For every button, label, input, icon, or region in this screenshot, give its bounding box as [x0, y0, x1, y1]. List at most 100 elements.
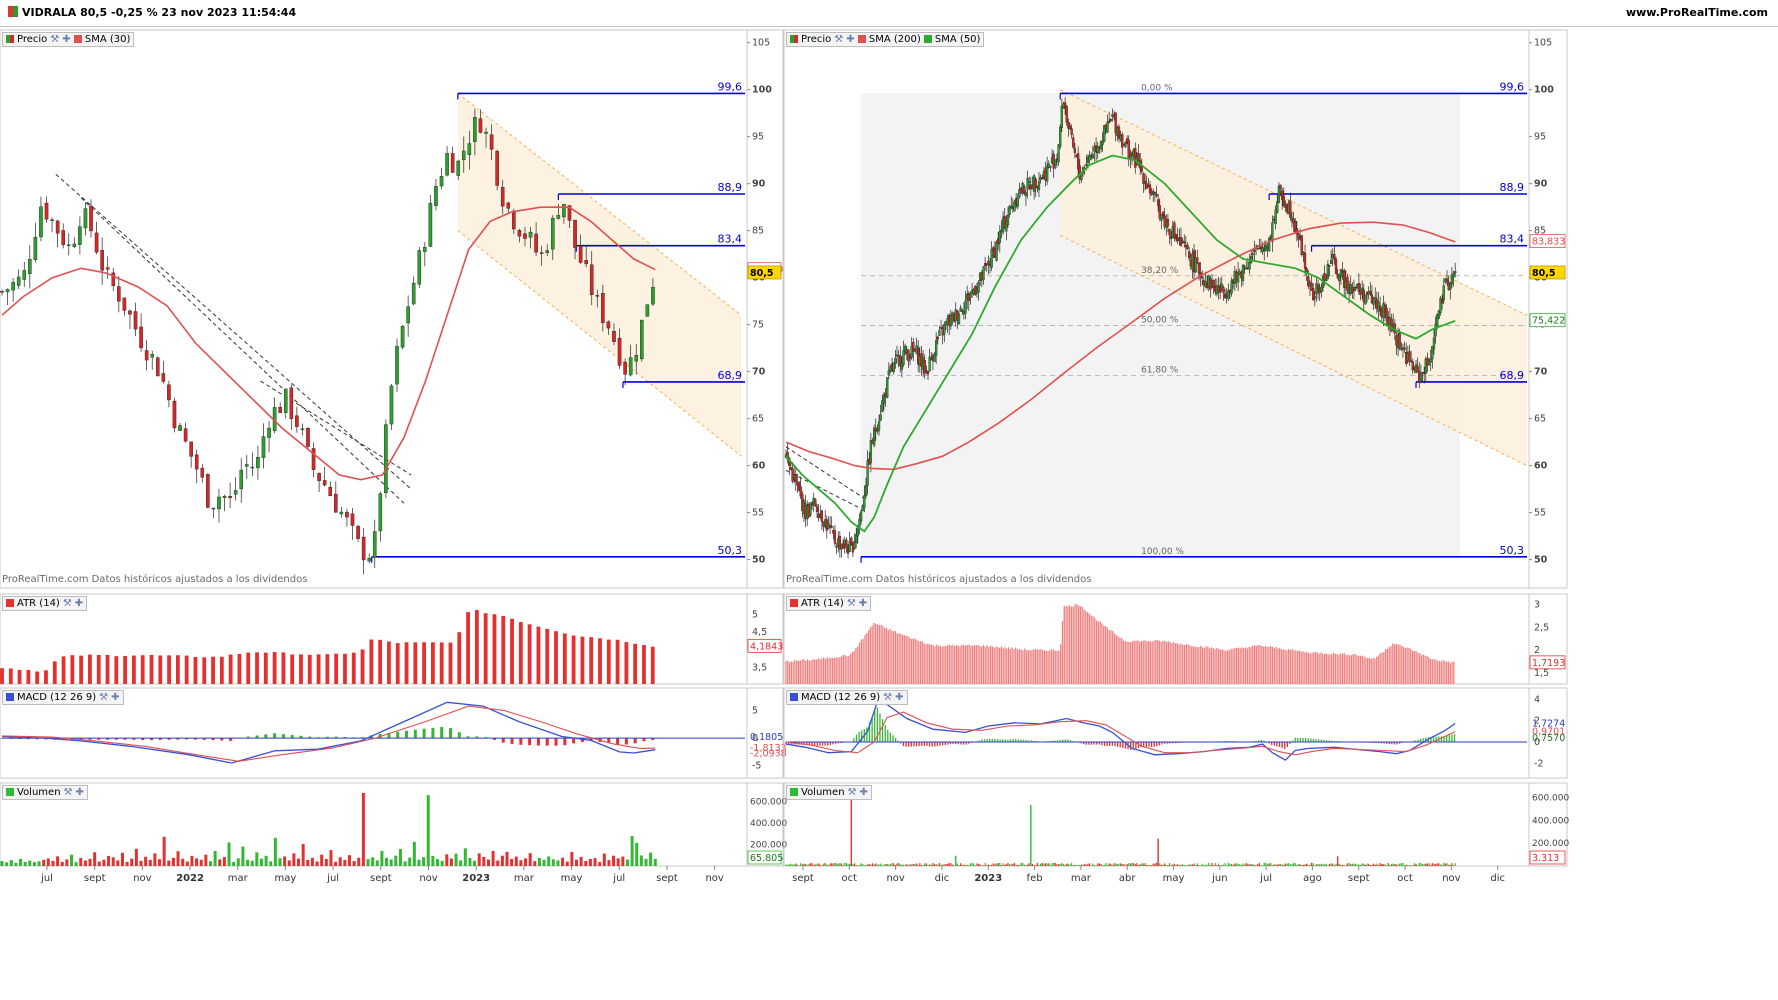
candle — [478, 118, 483, 133]
volume-bar — [1080, 864, 1083, 866]
wrench-icon[interactable]: ⚒ — [63, 787, 73, 798]
candle — [1279, 184, 1282, 190]
volume-bar — [808, 863, 810, 866]
atr-bar — [1065, 606, 1067, 684]
wrench-icon[interactable]: ⚒ — [99, 692, 109, 703]
atr-bar — [387, 641, 391, 684]
candle — [1403, 347, 1406, 350]
volume-legend[interactable]: Volumen ⚒ ✚ — [786, 785, 872, 800]
candle — [200, 467, 205, 478]
atr-bar — [1350, 655, 1353, 684]
volume-bar — [1217, 863, 1220, 866]
volume-bar — [1446, 863, 1448, 866]
wrench-icon[interactable]: ⚒ — [847, 787, 857, 798]
candle — [261, 436, 266, 458]
macd-histogram-bar — [1135, 742, 1137, 749]
atr-bar — [997, 647, 999, 684]
candle — [1445, 278, 1449, 282]
macd-histogram-bar — [884, 724, 886, 742]
volume-legend[interactable]: Volumen ⚒ ✚ — [2, 785, 88, 800]
volume-bar — [1397, 864, 1399, 866]
volume-bar — [1074, 864, 1076, 866]
macd-histogram-bar — [1064, 739, 1067, 742]
volume-bar — [1106, 864, 1109, 866]
candle — [317, 473, 321, 482]
plus-icon[interactable]: ✚ — [74, 598, 84, 609]
plus-icon[interactable]: ✚ — [75, 787, 84, 798]
price-legend[interactable]: Precio ⚒ ✚ SMA (200) SMA (50) — [786, 32, 985, 47]
volume-bar — [1436, 863, 1438, 866]
atr-bar — [823, 657, 825, 684]
candle — [1354, 287, 1357, 290]
atr-bar — [1147, 640, 1150, 684]
macd-histogram-bar — [962, 742, 965, 745]
atr-bar — [948, 644, 950, 684]
volume-bar — [347, 855, 351, 866]
plus-icon[interactable]: ✚ — [846, 34, 855, 45]
atr-bar — [970, 645, 972, 684]
wrench-icon[interactable]: ⚒ — [834, 34, 844, 45]
atr-legend[interactable]: ATR (14) ⚒ ✚ — [2, 596, 88, 611]
macd-legend[interactable]: MACD (12 26 9) ⚒ ✚ — [2, 690, 124, 705]
macd-histogram-bar — [939, 742, 941, 746]
atr-bar — [1000, 646, 1003, 684]
price-legend[interactable]: Precio ⚒ ✚ SMA (30) — [2, 32, 135, 47]
atr-bar — [1282, 649, 1284, 684]
volume-bar — [956, 863, 958, 866]
volume-bar — [1322, 864, 1324, 866]
volume-bar — [853, 863, 856, 866]
volume-bar — [519, 860, 523, 866]
volume-bar — [1268, 863, 1270, 866]
plus-icon[interactable]: ✚ — [111, 692, 120, 703]
volume-bar — [1230, 863, 1233, 866]
candle — [1117, 126, 1121, 139]
site-url[interactable]: www.ProRealTime.com — [1625, 6, 1768, 19]
plus-icon[interactable]: ✚ — [895, 692, 904, 703]
candle — [1236, 271, 1240, 283]
pane-border-macd — [0, 687, 784, 779]
candle — [155, 357, 160, 377]
volume-bar — [937, 864, 939, 866]
atr-bar — [633, 643, 638, 684]
atr-bar — [831, 658, 834, 684]
atr-bar — [1201, 647, 1204, 684]
macd-histogram-bar — [1333, 740, 1336, 742]
wrench-icon[interactable]: ⚒ — [50, 34, 60, 45]
macd-histogram-bar — [858, 732, 860, 742]
atr-bar — [988, 647, 990, 684]
volume-bar — [1066, 863, 1068, 866]
wrench-icon[interactable]: ⚒ — [846, 598, 856, 609]
atr-bar — [1311, 652, 1313, 684]
plus-icon[interactable]: ✚ — [859, 787, 868, 798]
volume-bar — [791, 864, 794, 866]
volume-bar — [1219, 865, 1221, 866]
volume-bar — [966, 864, 968, 866]
atr-bar — [814, 659, 816, 684]
volume-bar — [989, 864, 991, 866]
candle — [1248, 262, 1251, 270]
chart-canvas[interactable]: 99,688,983,468,950,350556065707580859095… — [0, 28, 1778, 1000]
volume-bar — [801, 864, 803, 866]
candle — [1196, 257, 1199, 262]
macd-histogram-bar — [1174, 742, 1176, 744]
candle — [378, 493, 383, 532]
plus-icon[interactable]: ✚ — [62, 34, 71, 45]
candle — [94, 232, 99, 253]
plus-icon[interactable]: ✚ — [858, 598, 868, 609]
wrench-icon[interactable]: ⚒ — [883, 692, 893, 703]
volume-bar — [1046, 863, 1048, 866]
macd-legend[interactable]: MACD (12 26 9) ⚒ ✚ — [786, 690, 908, 705]
volume-bar — [940, 864, 942, 866]
candle — [634, 355, 639, 362]
volume-bar — [803, 863, 805, 866]
atr-bar — [1298, 650, 1301, 684]
candle — [651, 287, 655, 305]
volume-bar — [324, 859, 328, 866]
atr-bar — [1270, 646, 1272, 684]
atr-legend[interactable]: ATR (14) ⚒ ✚ — [786, 596, 872, 611]
wrench-icon[interactable]: ⚒ — [62, 598, 72, 609]
macd-histogram-bar — [889, 732, 892, 742]
volume-bar — [1431, 862, 1433, 866]
macd-histogram-bar — [905, 742, 907, 747]
macd-histogram-bar — [1101, 742, 1103, 746]
